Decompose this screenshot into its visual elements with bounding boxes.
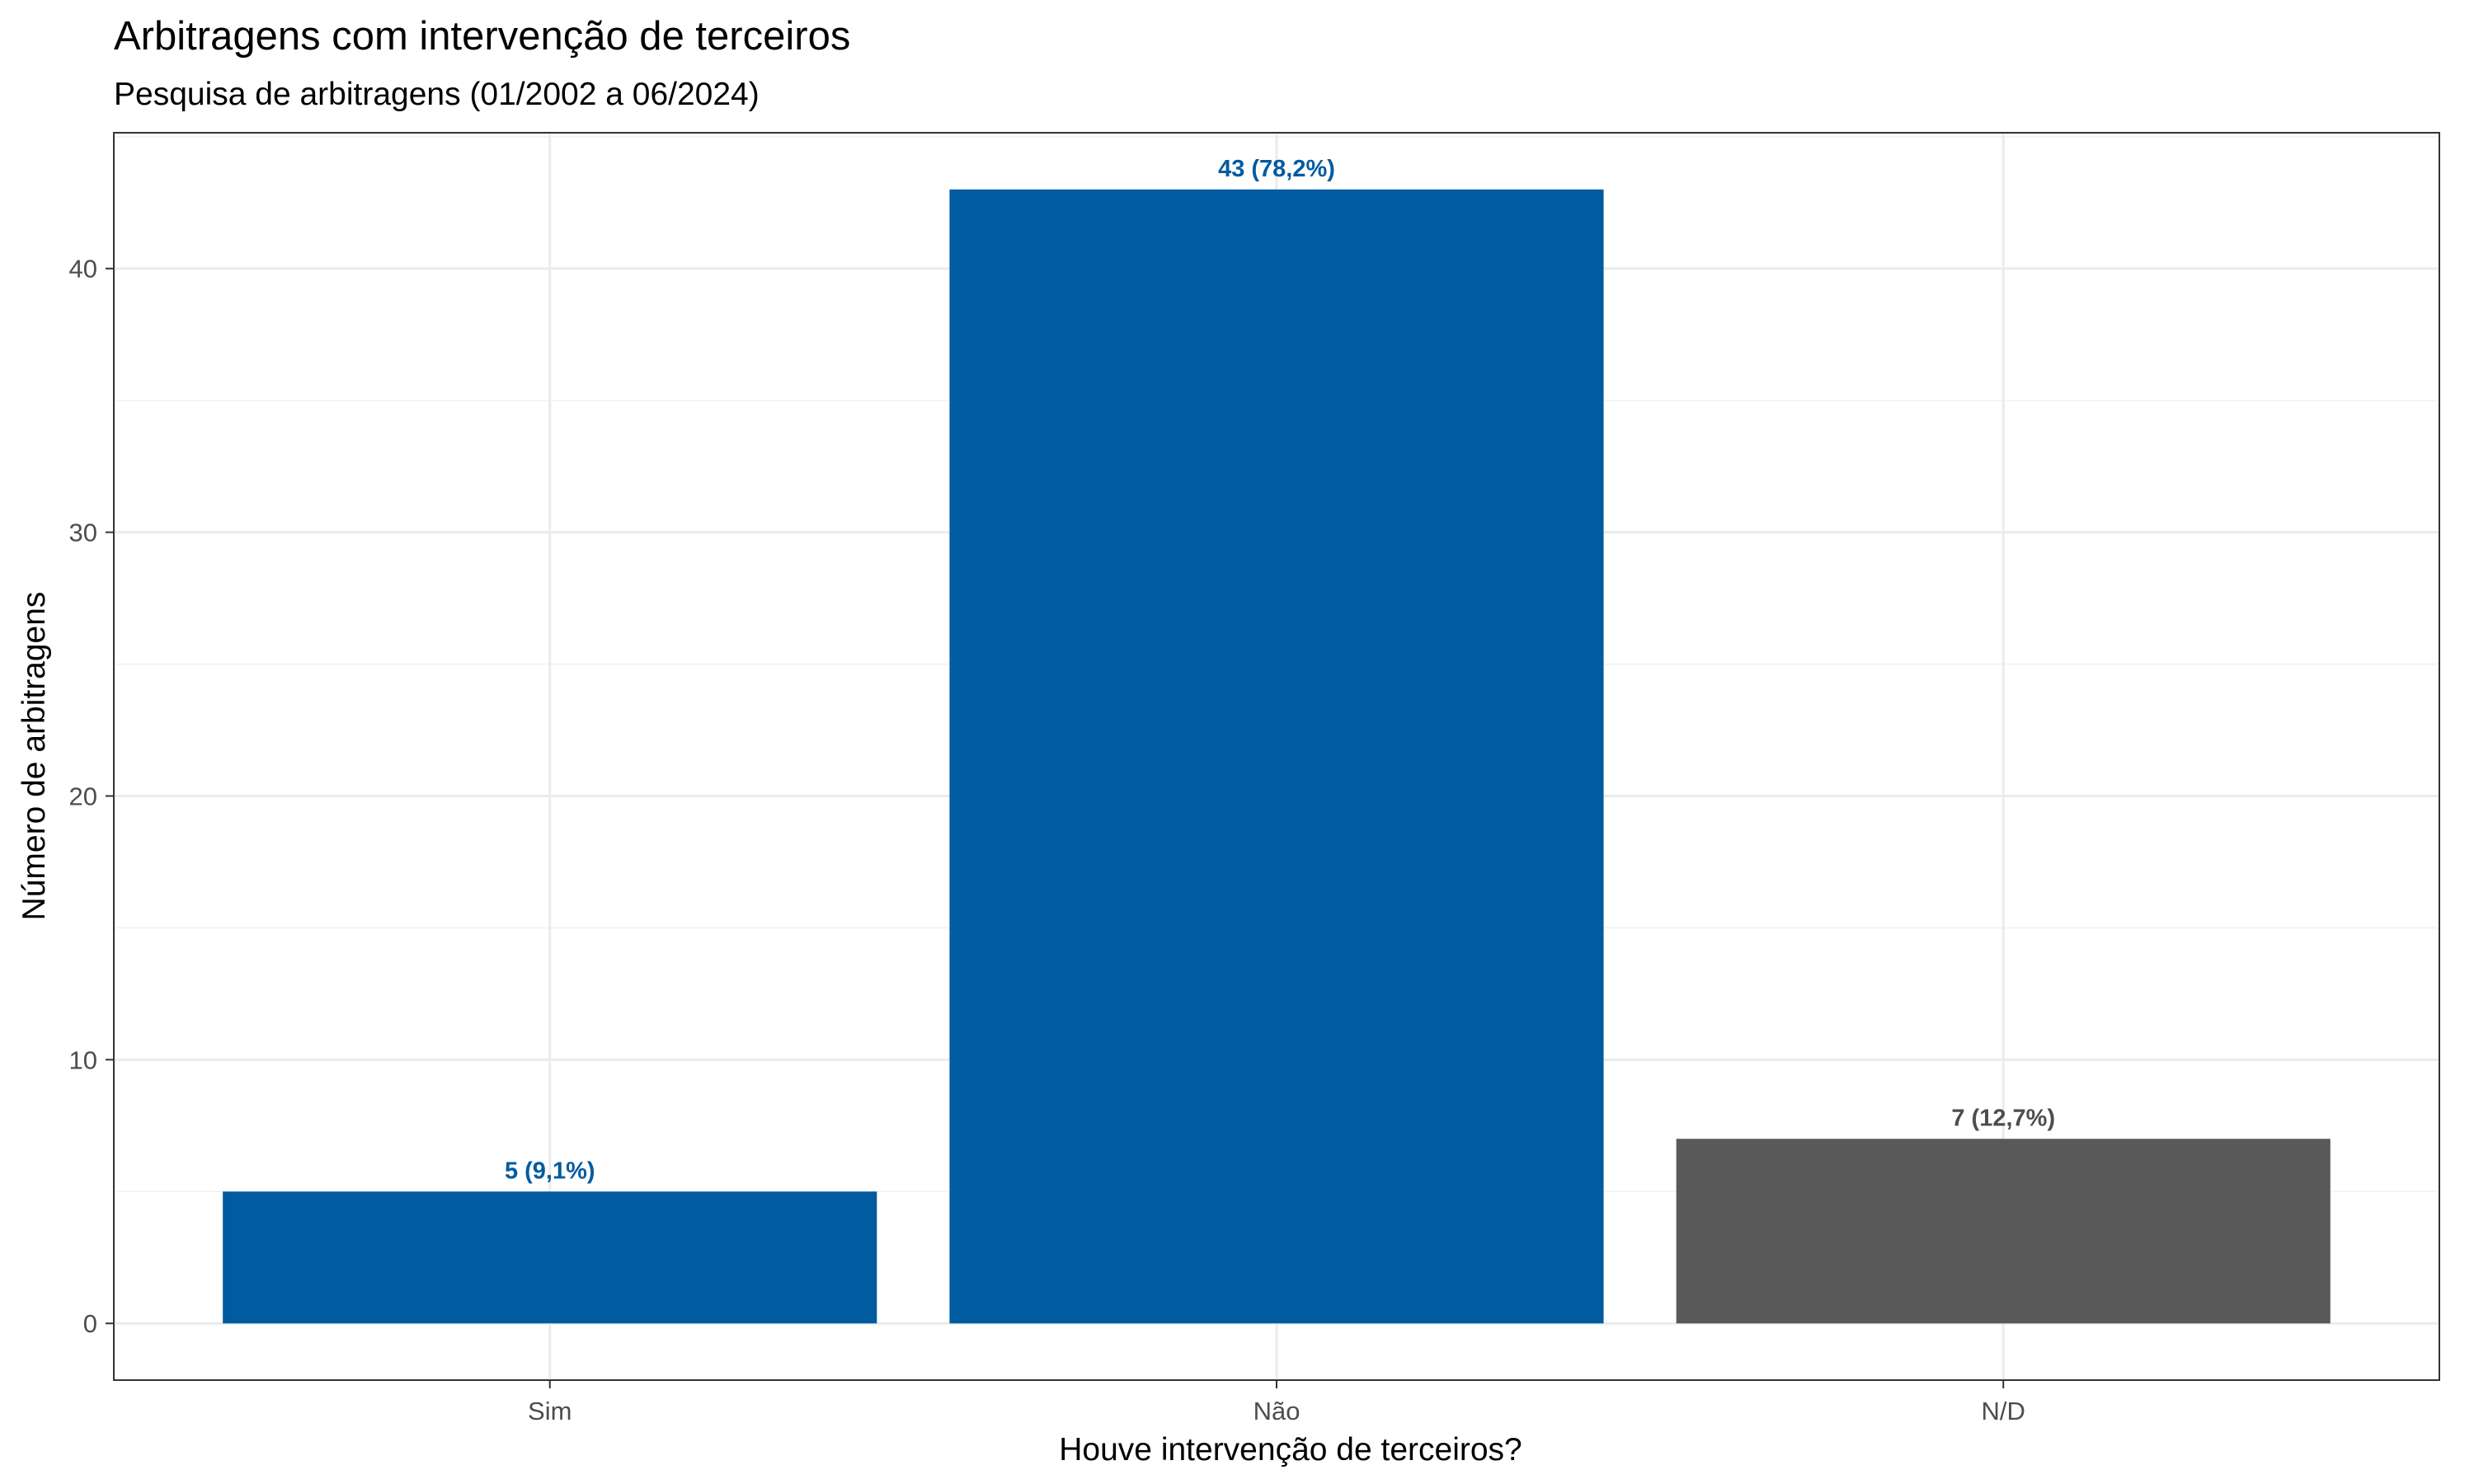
x-axis: Sim Não N/D: [528, 1380, 2025, 1425]
y-axis-title: Número de arbitragens: [16, 592, 52, 921]
bar-n-d: [1676, 1139, 2331, 1324]
plot-panel: 5 (9,1%) 43 (78,2%) 7 (12,7%): [113, 132, 2440, 1381]
y-axis: 0 10 20 30 40: [69, 255, 114, 1338]
x-tick-label: N/D: [1982, 1397, 2025, 1425]
y-tick-label: 10: [69, 1045, 97, 1074]
y-tick-label: 40: [69, 255, 97, 284]
y-tick-label: 0: [83, 1309, 97, 1338]
bar-n-o: [949, 189, 1604, 1324]
data-label: 7 (12,7%): [1951, 1105, 2055, 1131]
chart-subtitle: Pesquisa de arbitragens (01/2002 a 06/20…: [114, 77, 760, 112]
bars: [223, 189, 2331, 1324]
x-tick-label: Não: [1253, 1397, 1300, 1425]
y-tick-label: 20: [69, 782, 97, 810]
y-tick-label: 30: [69, 519, 97, 547]
x-axis-title: Houve intervenção de terceiros?: [1059, 1432, 1522, 1468]
data-label: 43 (78,2%): [1218, 156, 1335, 182]
x-tick-label: Sim: [528, 1397, 571, 1425]
data-label: 5 (9,1%): [505, 1158, 595, 1184]
bar-sim: [223, 1191, 877, 1324]
data-labels: 5 (9,1%) 43 (78,2%) 7 (12,7%): [505, 156, 2055, 1185]
chart-title: Arbitragens com intervenção de terceiros: [114, 14, 850, 59]
